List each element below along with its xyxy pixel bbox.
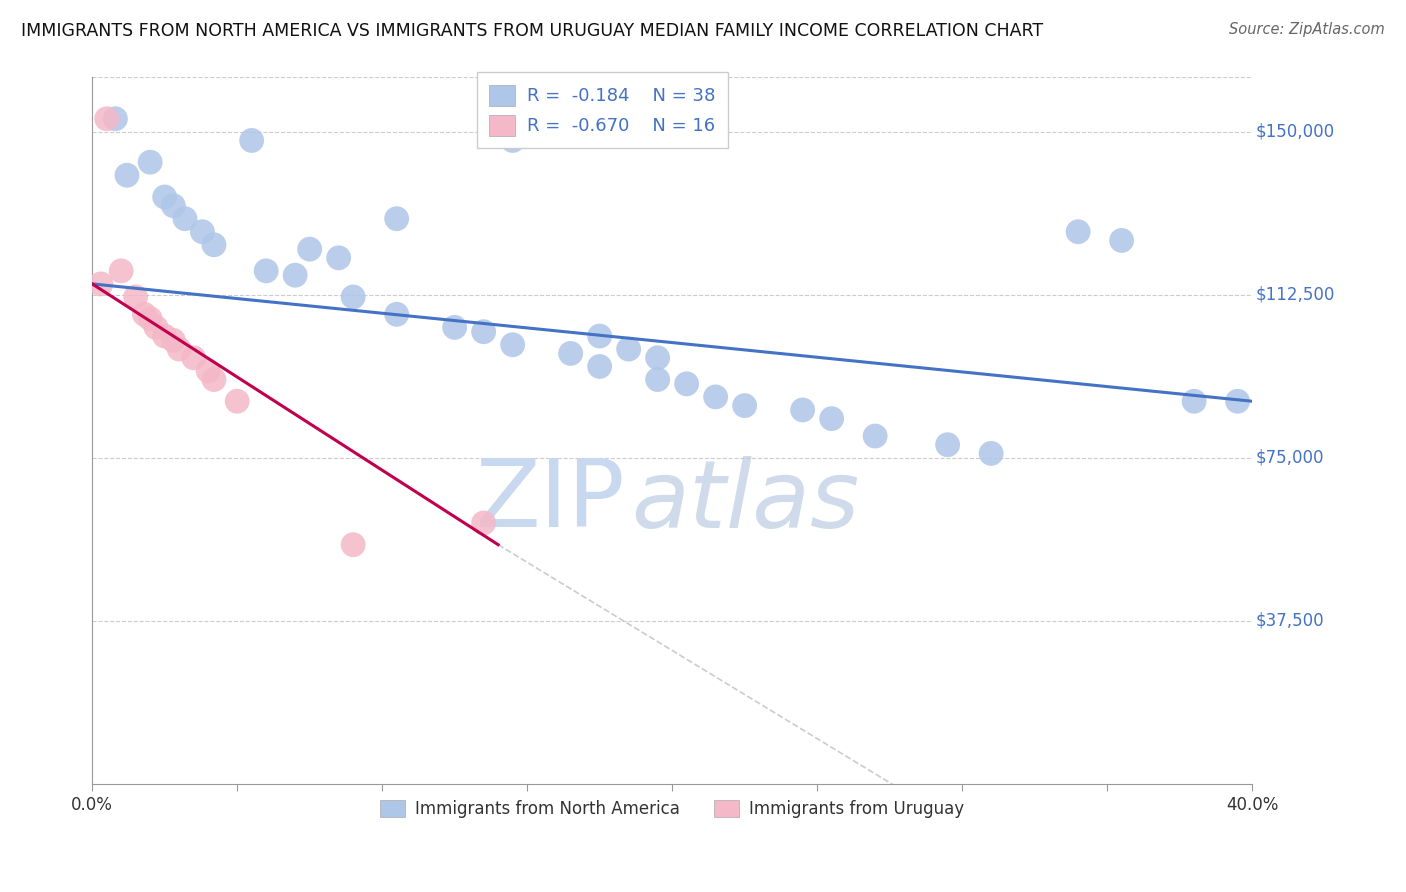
Point: [734, 399, 756, 413]
Point: [124, 290, 146, 304]
Point: [104, 112, 127, 126]
Point: [254, 264, 277, 278]
Text: Source: ZipAtlas.com: Source: ZipAtlas.com: [1229, 22, 1385, 37]
Point: [162, 334, 184, 348]
Point: [284, 268, 307, 283]
Point: [704, 390, 727, 404]
Point: [1111, 234, 1133, 248]
Point: [342, 290, 364, 304]
Point: [153, 190, 176, 204]
Point: [472, 516, 495, 530]
Text: ZIP: ZIP: [477, 455, 626, 547]
Point: [560, 346, 582, 360]
Point: [980, 446, 1002, 460]
Point: [647, 351, 669, 365]
Point: [145, 320, 167, 334]
Legend: Immigrants from North America, Immigrants from Uruguay: Immigrants from North America, Immigrant…: [374, 793, 970, 825]
Point: [202, 372, 225, 386]
Point: [139, 155, 162, 169]
Point: [863, 429, 886, 443]
Point: [134, 307, 156, 321]
Point: [153, 329, 176, 343]
Point: [502, 337, 524, 351]
Point: [936, 438, 959, 452]
Text: $112,500: $112,500: [1256, 285, 1334, 304]
Point: [472, 325, 495, 339]
Point: [675, 376, 697, 391]
Point: [202, 237, 225, 252]
Point: [820, 411, 842, 425]
Point: [183, 351, 205, 365]
Point: [617, 342, 640, 356]
Point: [588, 359, 610, 374]
Point: [197, 364, 219, 378]
Point: [502, 133, 524, 147]
Point: [90, 277, 112, 291]
Point: [298, 242, 321, 256]
Point: [191, 225, 214, 239]
Point: [162, 199, 184, 213]
Point: [328, 251, 350, 265]
Point: [792, 403, 814, 417]
Point: [385, 307, 408, 321]
Point: [174, 211, 197, 226]
Point: [139, 311, 162, 326]
Point: [167, 342, 190, 356]
Point: [240, 133, 263, 147]
Point: [385, 211, 408, 226]
Text: IMMIGRANTS FROM NORTH AMERICA VS IMMIGRANTS FROM URUGUAY MEDIAN FAMILY INCOME CO: IMMIGRANTS FROM NORTH AMERICA VS IMMIGRA…: [21, 22, 1043, 40]
Text: atlas: atlas: [631, 456, 860, 547]
Point: [443, 320, 465, 334]
Point: [342, 538, 364, 552]
Point: [647, 372, 669, 386]
Point: [96, 112, 118, 126]
Point: [1226, 394, 1249, 409]
Point: [115, 168, 138, 182]
Text: $150,000: $150,000: [1256, 123, 1334, 141]
Point: [1182, 394, 1205, 409]
Point: [226, 394, 249, 409]
Point: [1067, 225, 1090, 239]
Point: [588, 329, 610, 343]
Text: $37,500: $37,500: [1256, 612, 1324, 630]
Text: $75,000: $75,000: [1256, 449, 1324, 467]
Point: [110, 264, 132, 278]
